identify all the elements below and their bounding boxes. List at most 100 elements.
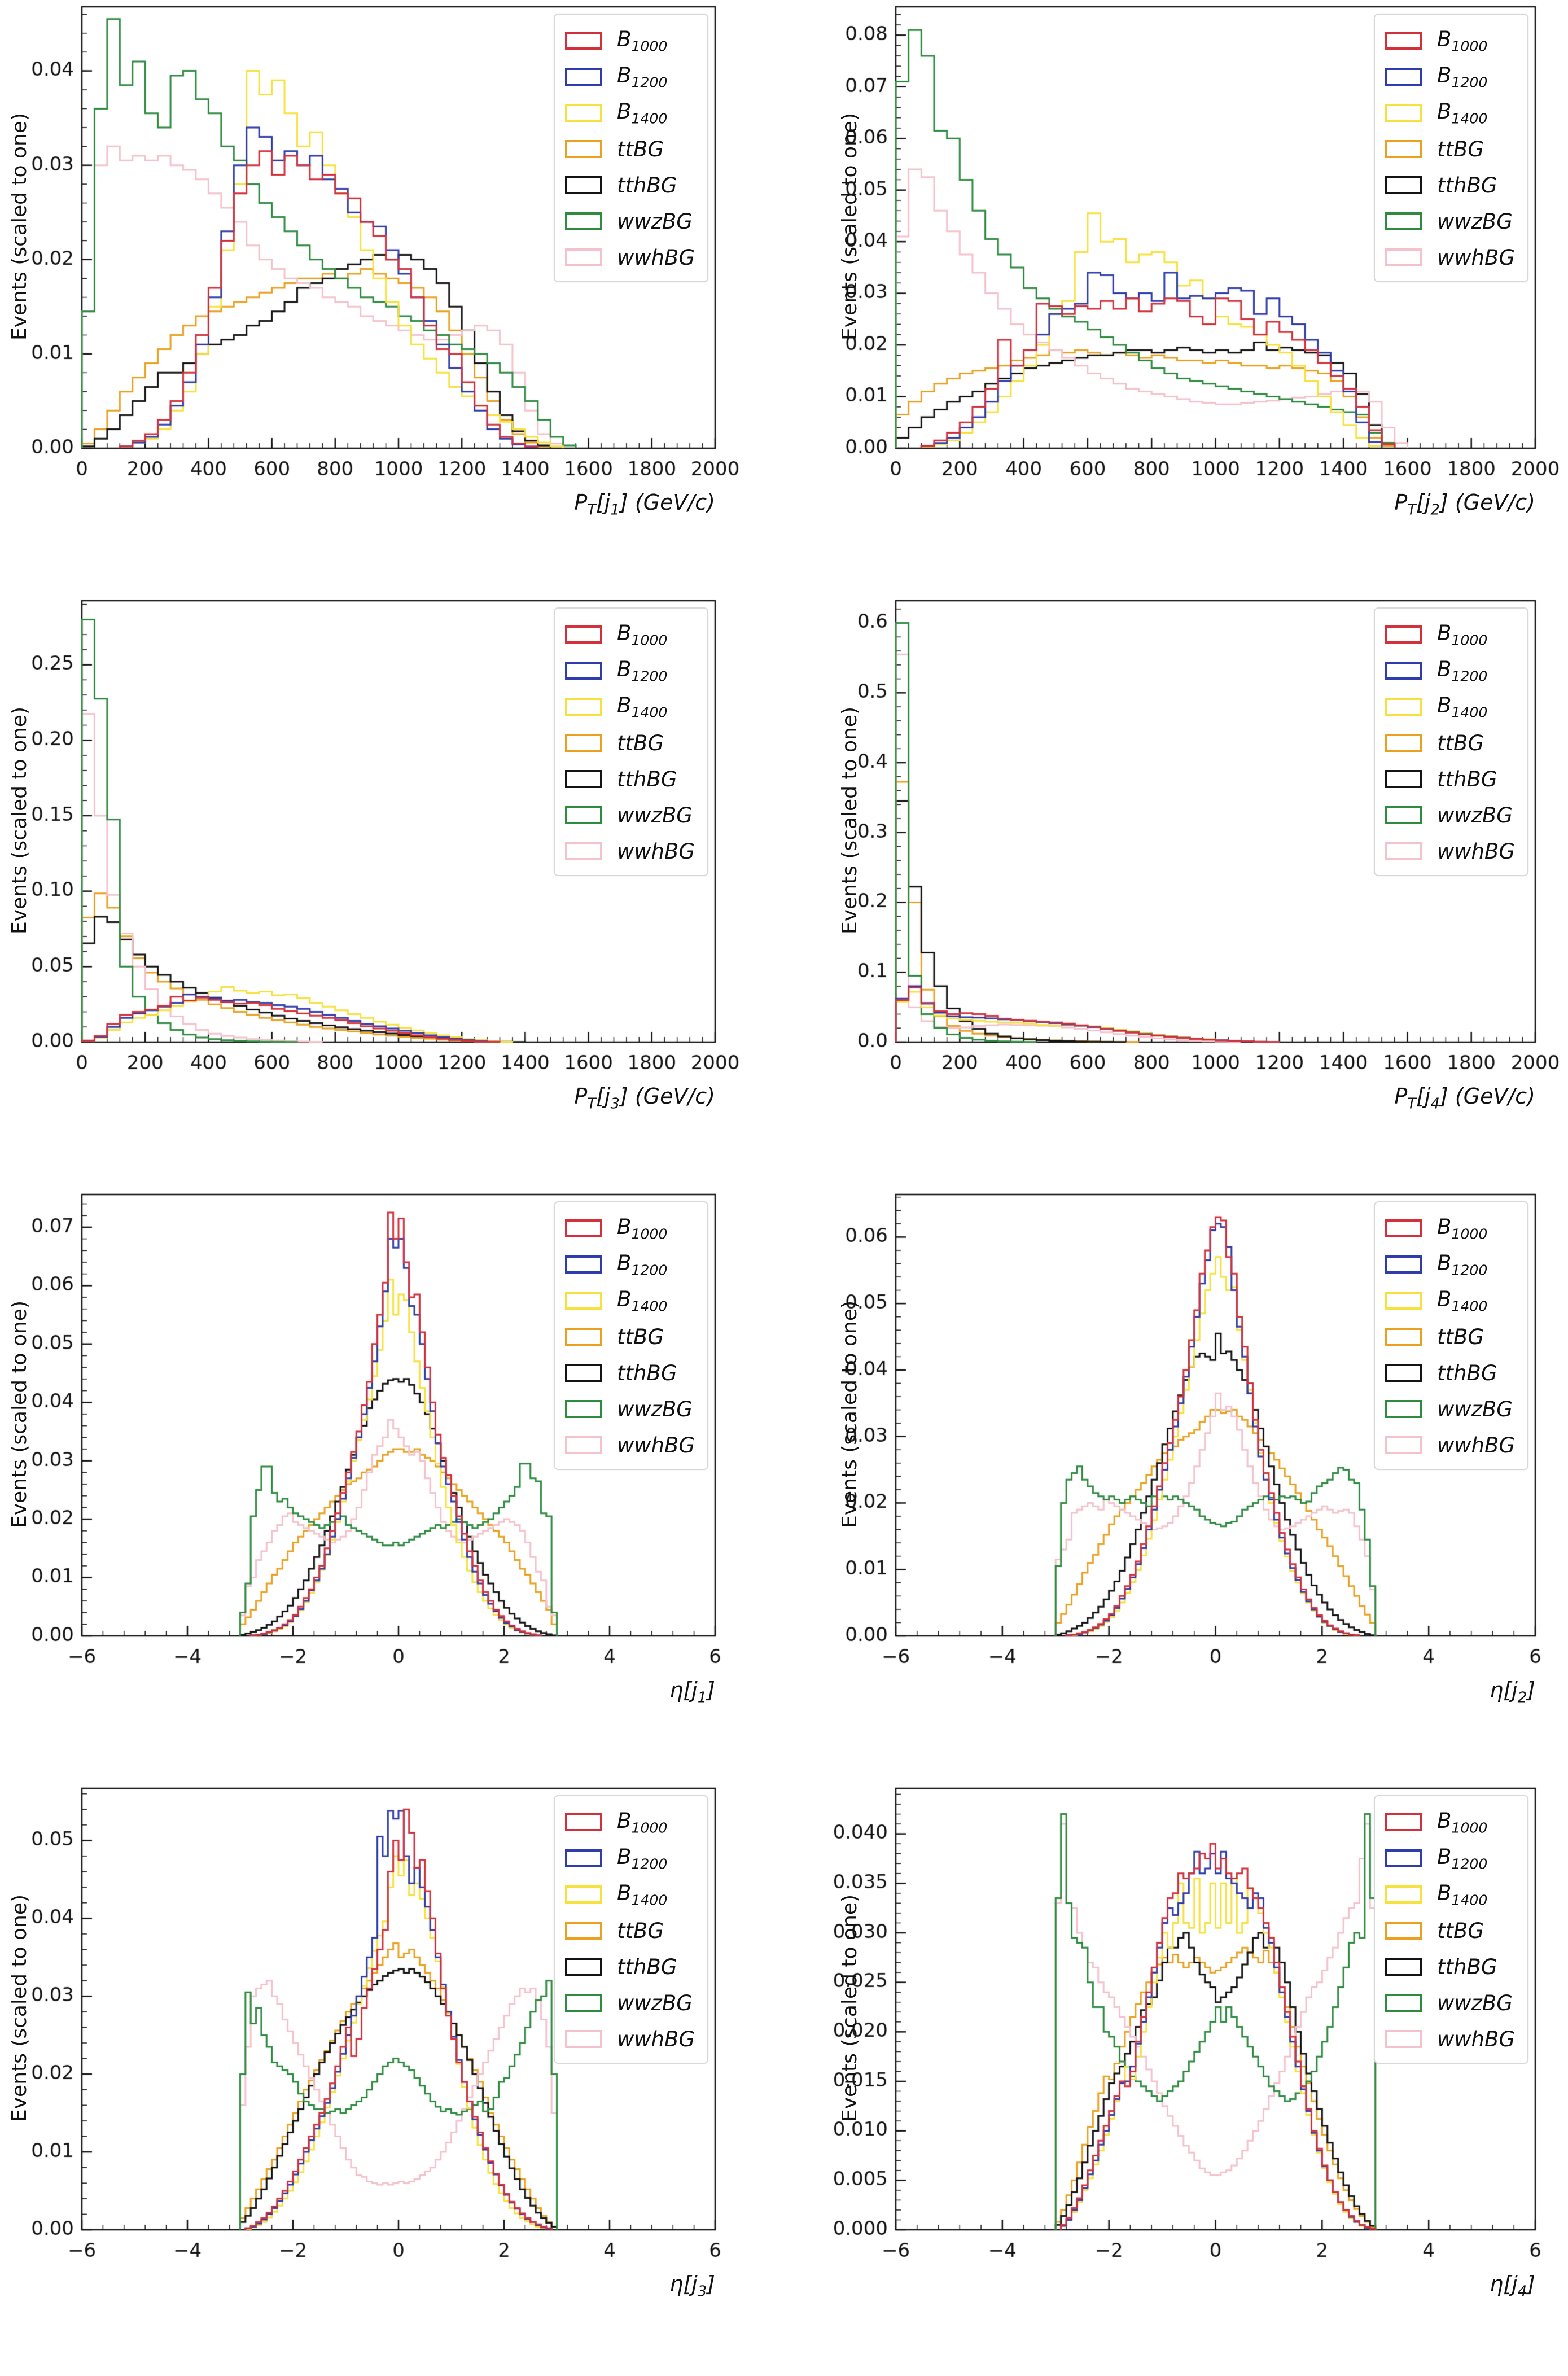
legend-swatch-tthBG-icon (564, 1364, 602, 1382)
legend-label-B1200: B1200 (1436, 1844, 1488, 1872)
legend-swatch-tthBG-icon (1385, 770, 1422, 788)
legend: B1000 B1200 B1400 ttBG tthBG wwzBG wwhBG (553, 1795, 708, 2064)
legend-label-tthBG: tthBG (1436, 1954, 1497, 1979)
legend-swatch-tthBG-icon (1385, 176, 1422, 194)
legend-label-B1200: B1200 (1436, 657, 1488, 685)
legend-label-B1000: B1000 (616, 27, 668, 55)
legend-entry-ttBG: ttBG (564, 1319, 695, 1355)
legend-entry-wwhBG: wwhBG (1385, 833, 1515, 869)
legend-label-tthBG: tthBG (1436, 1360, 1497, 1385)
histogram-panel-6: η[j2] Events (scaled to one) B1000 B1200 B14… (784, 1188, 1568, 1782)
x-axis-label-8: η[j4] (1490, 2272, 1535, 2300)
legend-label-B1400: B1400 (616, 1880, 668, 1909)
legend-label-ttBG: ttBG (616, 137, 664, 161)
legend-entry-wwzBG: wwzBG (564, 1985, 695, 2021)
histogram-panel-3: PT[j3] (GeV/c) Events (scaled to one) B100… (0, 594, 784, 1188)
legend-entry-tthBG: tthBG (1385, 1355, 1515, 1391)
legend-swatch-B1000-icon (564, 625, 602, 644)
legend-entry-B1000: B1000 (1385, 23, 1515, 59)
y-axis-label-7: Events (scaled to one) (8, 1894, 31, 2122)
legend-label-wwhBG: wwhBG (1436, 839, 1515, 864)
legend-swatch-tthBG-icon (564, 1958, 602, 1976)
legend-entry-ttBG: ttBG (1385, 131, 1515, 167)
legend-entry-tthBG: tthBG (1385, 167, 1515, 203)
legend-swatch-ttBG-icon (564, 1328, 602, 1346)
legend-swatch-tthBG-icon (564, 770, 602, 788)
legend-entry-B1400: B1400 (564, 95, 695, 131)
legend-label-tthBG: tthBG (616, 173, 677, 198)
x-axis-label-4: PT[j4] (GeV/c) (1394, 1084, 1535, 1113)
x-axis-label-1: PT[j1] (GeV/c) (574, 490, 715, 519)
legend-swatch-B1200-icon (564, 662, 602, 680)
legend-entry-B1200: B1200 (1385, 1840, 1515, 1876)
legend-label-B1000: B1000 (1436, 1214, 1488, 1242)
legend-entry-B1000: B1000 (1385, 616, 1515, 653)
legend-label-wwhBG: wwhBG (1436, 2027, 1515, 2051)
legend-swatch-wwzBG-icon (564, 1400, 602, 1418)
legend-swatch-ttBG-icon (564, 1922, 602, 1940)
legend-swatch-wwhBG-icon (1385, 1436, 1422, 1454)
legend-entry-wwzBG: wwzBG (564, 797, 695, 833)
legend-swatch-wwzBG-icon (1385, 1400, 1422, 1418)
legend-entry-B1400: B1400 (1385, 1283, 1515, 1319)
legend-entry-B1400: B1400 (1385, 1876, 1515, 1913)
legend-swatch-wwzBG-icon (564, 806, 602, 824)
legend-swatch-B1000-icon (1385, 32, 1422, 50)
legend-swatch-ttBG-icon (1385, 1328, 1422, 1346)
legend-label-B1000: B1000 (616, 620, 668, 649)
legend-label-wwhBG: wwhBG (1436, 1433, 1515, 1458)
legend: B1000 B1200 B1400 ttBG tthBG wwzBG wwhBG (553, 1201, 708, 1470)
legend: B1000 B1200 B1400 ttBG tthBG wwzBG wwhBG (553, 607, 708, 876)
legend-label-B1400: B1400 (616, 1287, 668, 1315)
x-axis-label-2: PT[j2] (GeV/c) (1394, 490, 1535, 519)
legend-entry-B1200: B1200 (564, 653, 695, 689)
legend-label-B1400: B1400 (1436, 1287, 1488, 1315)
legend: B1000 B1200 B1400 ttBG tthBG wwzBG wwhBG (1373, 1795, 1528, 2064)
legend-entry-tthBG: tthBG (564, 761, 695, 797)
legend-entry-ttBG: ttBG (1385, 725, 1515, 761)
legend-swatch-ttBG-icon (1385, 734, 1422, 752)
legend-swatch-wwhBG-icon (564, 842, 602, 860)
legend-label-tthBG: tthBG (616, 767, 677, 791)
legend-swatch-ttBG-icon (1385, 1922, 1422, 1940)
legend-swatch-B1400-icon (564, 104, 602, 122)
legend-entry-B1000: B1000 (1385, 1210, 1515, 1246)
histogram-panel-1: PT[j1] (GeV/c) Events (scaled to one) B100… (0, 0, 784, 594)
legend-swatch-B1200-icon (564, 1255, 602, 1274)
legend-label-wwzBG: wwzBG (616, 1990, 693, 2015)
legend-entry-B1400: B1400 (1385, 689, 1515, 725)
legend-swatch-wwhBG-icon (564, 1436, 602, 1454)
legend-entry-tthBG: tthBG (1385, 761, 1515, 797)
legend-entry-B1200: B1200 (1385, 59, 1515, 95)
legend-entry-ttBG: ttBG (564, 725, 695, 761)
legend-label-B1400: B1400 (1436, 1880, 1488, 1909)
legend-swatch-B1400-icon (564, 1292, 602, 1310)
legend-label-ttBG: ttBG (616, 1918, 664, 1943)
legend-entry-B1200: B1200 (564, 1246, 695, 1283)
y-axis-label-6: Events (scaled to one) (838, 1300, 861, 1528)
legend-entry-ttBG: ttBG (564, 131, 695, 167)
legend-swatch-B1200-icon (1385, 662, 1422, 680)
y-axis-label-3: Events (scaled to one) (8, 706, 31, 934)
legend-swatch-ttBG-icon (1385, 140, 1422, 158)
legend-label-wwzBG: wwzBG (616, 803, 693, 828)
legend-entry-tthBG: tthBG (1385, 1949, 1515, 1985)
legend-entry-tthBG: tthBG (564, 1949, 695, 1985)
legend-label-B1000: B1000 (1436, 1808, 1488, 1836)
legend-label-wwzBG: wwzBG (616, 209, 693, 234)
legend-entry-wwzBG: wwzBG (1385, 797, 1515, 833)
legend-label-B1000: B1000 (616, 1808, 668, 1836)
legend-label-wwzBG: wwzBG (1436, 209, 1513, 234)
legend-entry-ttBG: ttBG (1385, 1319, 1515, 1355)
legend-label-ttBG: ttBG (1436, 1324, 1484, 1349)
legend-entry-ttBG: ttBG (1385, 1913, 1515, 1949)
legend-swatch-wwzBG-icon (564, 1994, 602, 2012)
legend-entry-B1200: B1200 (564, 1840, 695, 1876)
legend-label-B1200: B1200 (616, 1844, 668, 1872)
y-axis-label-4: Events (scaled to one) (838, 706, 861, 934)
legend-entry-B1400: B1400 (564, 1283, 695, 1319)
legend-label-wwhBG: wwhBG (616, 839, 695, 864)
legend-entry-B1200: B1200 (1385, 1246, 1515, 1283)
y-axis-label-5: Events (scaled to one) (8, 1300, 31, 1528)
